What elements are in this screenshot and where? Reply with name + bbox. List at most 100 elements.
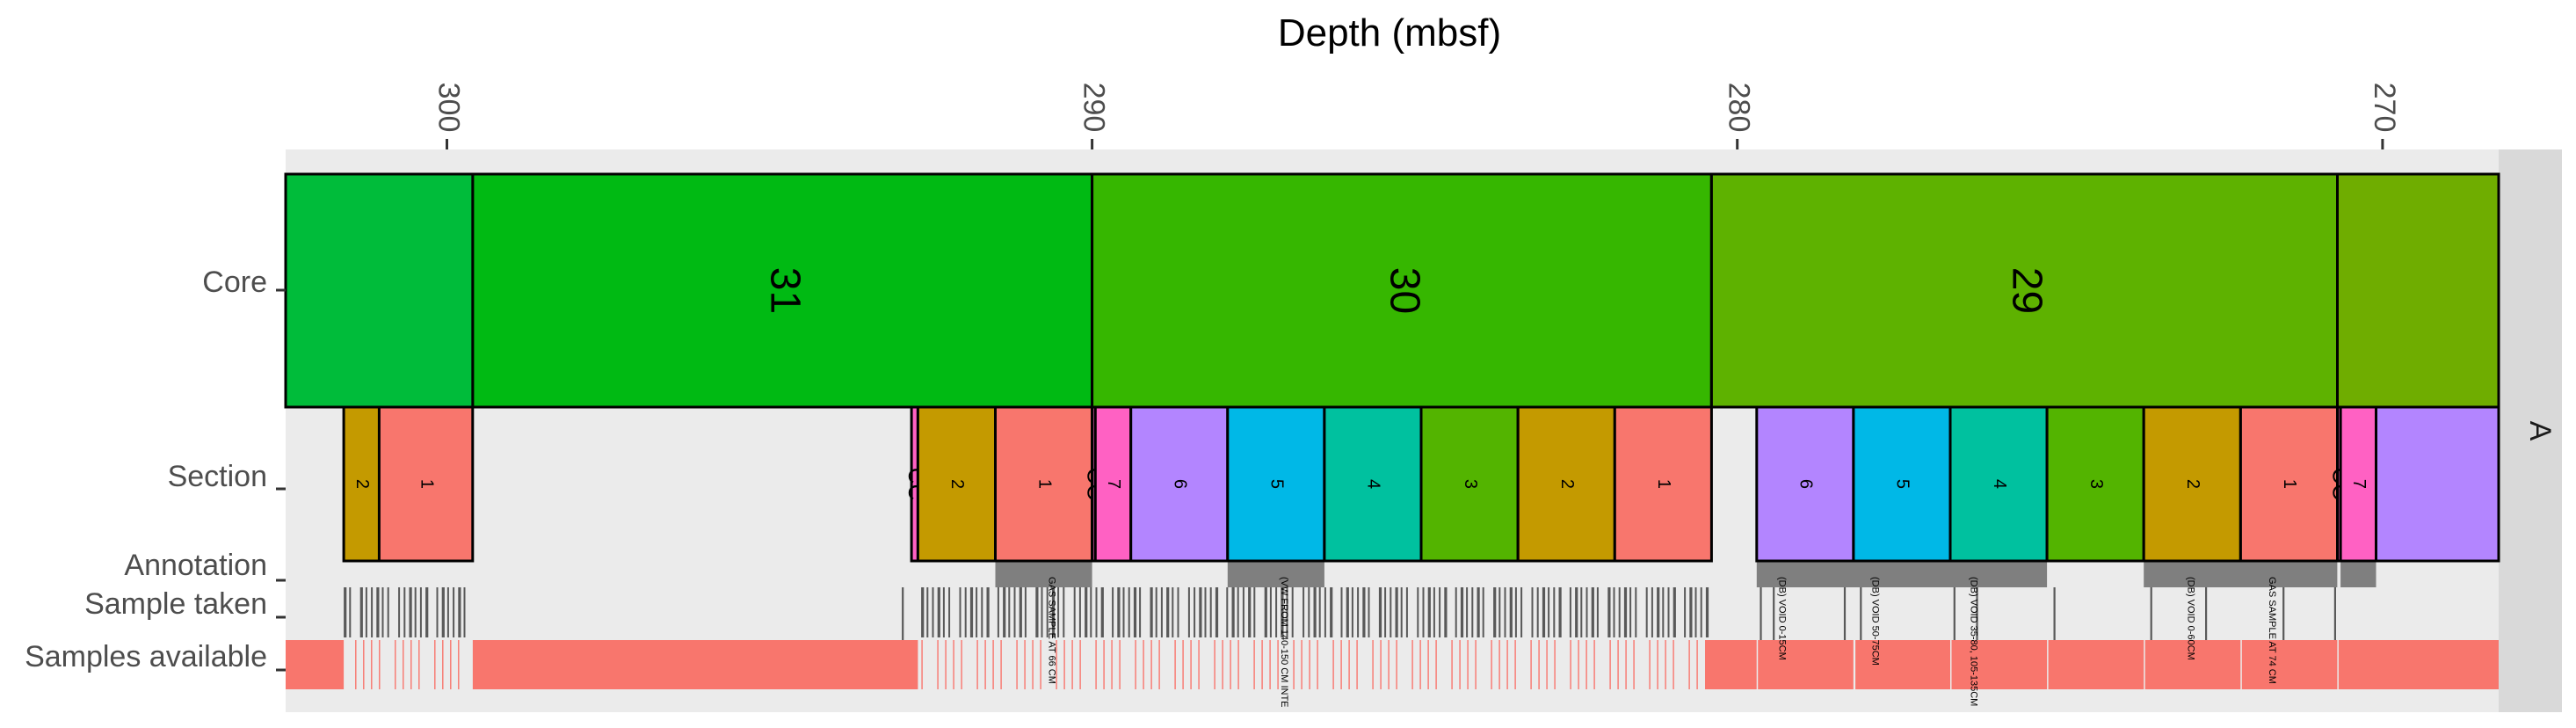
sample-taken-tick [1976, 587, 1978, 640]
sample-taken-tick [387, 587, 389, 637]
plot-panel: 21CC21CC7654321654321CC7313029GAS SAMPLE… [284, 149, 2500, 712]
samples-available-tick [1309, 640, 1310, 689]
annotation-bar [1227, 561, 1324, 587]
samples-available-tick [1380, 640, 1382, 689]
facet-label: A [2523, 421, 2557, 441]
sample-taken-tick [1422, 587, 1425, 637]
sample-taken-tick [1313, 587, 1317, 637]
samples-available-bar [2048, 640, 2144, 689]
section-box [1419, 405, 1520, 563]
sample-taken-tick [1264, 587, 1267, 637]
sample-taken-tick [1095, 587, 1098, 637]
samples-available-tick [1388, 640, 1390, 689]
sample-taken-tick [1504, 587, 1506, 637]
sample-taken-tick [1291, 587, 1294, 637]
sample-taken-tick [1471, 587, 1474, 637]
sample-taken-tick [1575, 587, 1578, 637]
sample-taken-tick [2053, 587, 2056, 640]
sample-taken-tick [1253, 587, 1256, 637]
section-label: 1 [1654, 479, 1673, 489]
core-label: 29 [2004, 267, 2050, 314]
annotation-text: (VW FROM 140-150 CM INTE [1279, 577, 1289, 708]
sample-taken-tick [1580, 587, 1583, 637]
sample-taken-tick [1231, 587, 1235, 637]
sample-taken-tick [1215, 587, 1219, 637]
samples-available-tick [1135, 640, 1136, 689]
samples-available-tick [1016, 640, 1018, 689]
section-label: 6 [1170, 479, 1189, 489]
sample-taken-tick [458, 587, 461, 637]
sample-taken-tick [1536, 587, 1539, 637]
sample-taken-tick [1635, 587, 1637, 637]
section-label: 7 [1104, 479, 1123, 489]
section-label: 2 [2183, 479, 2202, 489]
sample-taken-tick [1166, 587, 1170, 637]
samples-available-tick [921, 640, 923, 689]
sample-taken-tick [1531, 587, 1534, 637]
samples-available-tick [410, 640, 412, 689]
sample-taken-tick [1384, 587, 1387, 637]
sample-taken-tick [969, 587, 974, 637]
sample-taken-tick [1090, 587, 1092, 637]
sample-taken-tick [1269, 587, 1272, 637]
samples-available-tick [1119, 640, 1121, 689]
sample-taken-tick [419, 587, 422, 637]
sample-taken-tick [1667, 587, 1670, 637]
core-box [1091, 172, 1713, 409]
x-tick-label: 280 [1723, 83, 1756, 133]
sample-taken-tick [1204, 587, 1207, 637]
sample-taken-tick [1057, 587, 1060, 637]
samples-available-tick [1071, 640, 1073, 689]
sample-taken-tick [981, 587, 983, 637]
sample-taken-tick [1618, 587, 1621, 637]
sample-taken-tick [964, 587, 967, 637]
sample-taken-tick [2150, 587, 2152, 640]
samples-available-bar [1705, 640, 1757, 689]
sample-taken-tick [1705, 587, 1709, 637]
annotation-text: (DB) VOID 0-60CM [2185, 577, 2195, 660]
sample-taken-tick [1155, 587, 1157, 637]
sample-taken-tick [1378, 587, 1382, 637]
sample-taken-tick [1520, 587, 1523, 637]
sample-taken-tick [921, 587, 925, 637]
sample-taken-tick [1024, 587, 1027, 637]
sample-taken-tick [1657, 587, 1660, 637]
samples-available-tick [1000, 640, 1002, 689]
samples-available-bar [472, 640, 918, 689]
sample-taken-tick [1607, 587, 1611, 637]
sample-taken-tick [1237, 587, 1239, 637]
samples-available-bar [1758, 640, 1854, 689]
section-box [1852, 405, 1952, 563]
sample-taken-tick [1248, 587, 1252, 637]
samples-available-tick [1657, 640, 1658, 689]
sample-taken-tick [1351, 587, 1353, 637]
annotation-bar [2340, 561, 2376, 587]
sample-taken-tick [1514, 587, 1517, 637]
sample-taken-tick [1439, 587, 1441, 637]
section-label: 2 [947, 479, 967, 489]
sample-taken-tick [1357, 587, 1360, 637]
sample-taken-tick [1596, 587, 1599, 637]
section-label: 4 [1990, 479, 2009, 489]
section-box [2375, 405, 2500, 563]
samples-available-tick [937, 640, 939, 689]
sample-taken-tick [409, 587, 412, 637]
annotation-text: (DB) VOID 0-15CM [1777, 577, 1788, 660]
sample-taken-tick [1629, 587, 1632, 637]
samples-available-tick [945, 640, 947, 689]
sample-taken-tick [381, 587, 384, 637]
sample-taken-tick [1226, 587, 1229, 637]
sample-taken-tick [1281, 587, 1284, 637]
section-label: 5 [1893, 479, 1912, 489]
samples-available-tick [1340, 640, 1342, 689]
samples-available-tick [1095, 640, 1097, 689]
samples-available-tick [1198, 640, 1200, 689]
sample-taken-tick [1340, 587, 1343, 637]
sample-taken-tick [1303, 587, 1305, 637]
samples-available-tick [1538, 640, 1540, 689]
samples-available-tick [1506, 640, 1508, 689]
samples-available-tick [1158, 640, 1160, 689]
section-label: 3 [2086, 479, 2106, 489]
samples-available-tick [1419, 640, 1421, 689]
samples-available-tick [1459, 640, 1461, 689]
